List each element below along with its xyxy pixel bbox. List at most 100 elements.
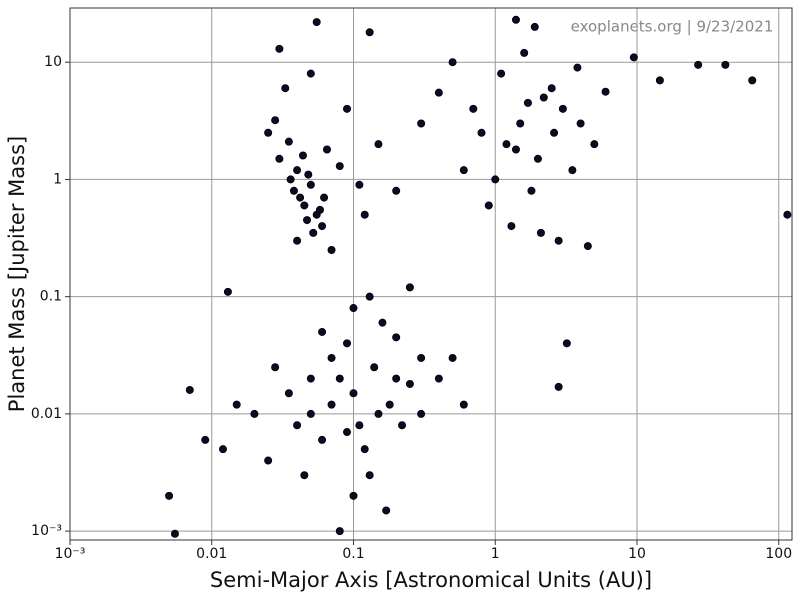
data-point: [434, 374, 443, 383]
data-point: [309, 228, 318, 237]
data-point: [284, 137, 293, 146]
data-point: [275, 44, 284, 53]
points: [165, 15, 792, 538]
data-point: [601, 87, 610, 96]
data-point: [327, 246, 336, 255]
data-point: [511, 145, 520, 154]
data-point: [507, 222, 516, 231]
data-point: [520, 48, 529, 57]
data-point: [484, 201, 493, 210]
data-point: [491, 175, 500, 184]
data-point: [275, 154, 284, 163]
data-point: [502, 140, 511, 149]
data-point: [477, 128, 486, 137]
data-point: [405, 283, 414, 292]
data-point: [629, 53, 638, 62]
x-tick-label: 0.1: [342, 546, 364, 562]
data-point: [783, 210, 792, 219]
data-point: [497, 69, 506, 78]
data-point: [306, 69, 315, 78]
data-point: [296, 193, 305, 202]
data-point: [558, 104, 567, 113]
data-point: [271, 116, 280, 125]
data-point: [327, 400, 336, 409]
x-tick-label: 10: [628, 546, 646, 562]
data-point: [568, 166, 577, 175]
data-point: [289, 186, 298, 195]
data-point: [392, 374, 401, 383]
data-point: [721, 60, 730, 69]
data-point: [469, 104, 478, 113]
data-point: [335, 162, 344, 171]
data-point: [318, 435, 327, 444]
data-point: [306, 409, 315, 418]
data-point: [562, 339, 571, 348]
data-point: [335, 374, 344, 383]
data-point: [293, 421, 302, 430]
data-point: [335, 527, 344, 536]
x-tick-label: 0.01: [196, 546, 227, 562]
data-point: [448, 353, 457, 362]
x-axis-label: Semi-Major Axis [Astronomical Units (AU)…: [210, 568, 652, 592]
data-point: [374, 409, 383, 418]
data-point: [527, 186, 536, 195]
data-point: [343, 339, 352, 348]
data-point: [573, 63, 582, 72]
y-tick-label: 10⁻³: [31, 523, 62, 539]
y-tick-label: 10: [44, 54, 62, 70]
data-point: [165, 491, 174, 500]
y-tick-label: 1: [53, 171, 62, 187]
data-point: [459, 400, 468, 409]
data-point: [378, 318, 387, 327]
data-point: [355, 180, 364, 189]
data-point: [417, 409, 426, 418]
data-point: [312, 18, 321, 27]
data-point: [655, 76, 664, 85]
y-axis-label: Planet Mass [Jupiter Mass]: [5, 136, 29, 412]
data-point: [218, 445, 227, 454]
data-point: [365, 28, 374, 37]
data-point: [360, 445, 369, 454]
data-point: [327, 353, 336, 362]
data-point: [583, 242, 592, 251]
data-point: [250, 409, 259, 418]
data-point: [349, 389, 358, 398]
data-point: [459, 166, 468, 175]
plot-frame: [69, 7, 793, 541]
data-point: [264, 456, 273, 465]
data-point: [298, 151, 307, 160]
data-point: [694, 60, 703, 69]
data-point: [306, 374, 315, 383]
data-point: [318, 327, 327, 336]
x-tick-label: 1: [491, 546, 500, 562]
data-point: [264, 128, 273, 137]
data-point: [530, 22, 539, 31]
data-point: [306, 180, 315, 189]
data-point: [281, 84, 290, 93]
data-point: [554, 382, 563, 391]
data-point: [223, 287, 232, 296]
x-tick-label: 10⁻³: [55, 546, 86, 562]
data-point: [417, 353, 426, 362]
data-point: [405, 379, 414, 388]
annotation: exoplanets.org | 9/23/2021: [571, 18, 774, 36]
data-point: [232, 400, 241, 409]
data-point: [382, 506, 391, 515]
data-point: [320, 193, 329, 202]
data-point: [547, 84, 556, 93]
y-tick-label: 0.01: [31, 406, 62, 422]
data-point: [539, 93, 548, 102]
data-point: [392, 186, 401, 195]
data-point: [365, 292, 374, 301]
data-point: [360, 210, 369, 219]
data-point: [170, 529, 179, 538]
data-point: [554, 236, 563, 245]
data-point: [284, 389, 293, 398]
data-point: [300, 471, 309, 480]
data-point: [748, 76, 757, 85]
data-point: [349, 491, 358, 500]
y-tick-label: 0.1: [40, 289, 62, 305]
data-point: [355, 421, 364, 430]
